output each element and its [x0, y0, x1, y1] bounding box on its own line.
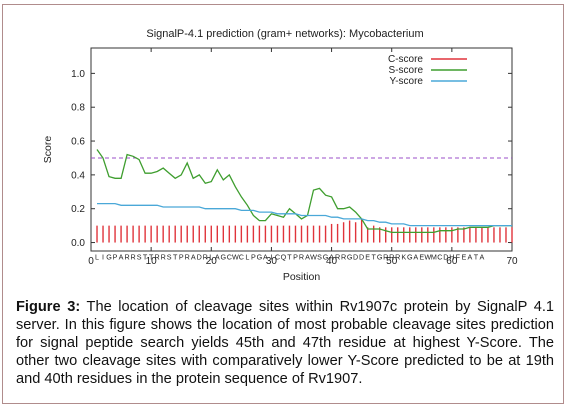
sequence-residue: R — [124, 252, 129, 261]
sequence-residue: G — [221, 252, 227, 261]
sequence-residue: T — [287, 252, 292, 261]
figure-frame: SignalP-4.1 prediction (gram+ networks):… — [2, 4, 564, 404]
sequence-residue: I — [102, 252, 104, 261]
plot-frame — [90, 47, 513, 252]
sequence-residue: H — [449, 252, 454, 261]
sequence-residue: G — [407, 252, 413, 261]
sequence-residue: D — [359, 252, 364, 261]
caption-text: The location of cleavage sites within Rv… — [16, 299, 554, 387]
x-tick-label: 0 — [88, 256, 94, 267]
sequence-residue: R — [203, 252, 208, 261]
sequence-residue: F — [456, 252, 461, 261]
y-tick-label: 0.8 — [71, 103, 85, 114]
sequence-residue: P — [113, 252, 118, 261]
sequence-residue: C — [275, 252, 280, 261]
sequence-residue: C — [239, 252, 244, 261]
sequence-residue: P — [293, 252, 298, 261]
sequence-residue: D — [197, 252, 202, 261]
sequence-residue: R — [161, 252, 166, 261]
y-tick-label: 0.0 — [71, 238, 85, 249]
y-tick-label: 0.4 — [71, 170, 85, 181]
sequence-residue: R — [395, 252, 400, 261]
sequence-residue: R — [335, 252, 340, 261]
s-scoreline — [96, 149, 512, 234]
legend-label: C-score — [388, 54, 423, 65]
sequence-residue: A — [263, 252, 268, 261]
x-tick-label: 70 — [506, 256, 518, 267]
x-tick-label: 30 — [266, 256, 278, 267]
sequence-residue: T — [149, 252, 154, 261]
chart-title: SignalP-4.1 prediction (gram+ networks):… — [146, 28, 423, 40]
sequence-residue: L — [209, 252, 213, 261]
sequence-residue: L — [95, 252, 99, 261]
x-tick-label: 20 — [206, 256, 218, 267]
sequence-residue: G — [347, 252, 353, 261]
sequence-residue: S — [167, 252, 172, 261]
y-tick-label: 0.2 — [71, 204, 85, 215]
sequence-residue: A — [215, 252, 220, 261]
sequence-residue: R — [389, 252, 394, 261]
y-axis-label: Score — [42, 136, 54, 164]
sequence-residue: W — [424, 252, 431, 261]
sequence-residue: A — [480, 252, 485, 261]
legend-label: S-score — [389, 65, 424, 76]
x-tick-label: 40 — [326, 256, 338, 267]
sequence-residue: R — [341, 252, 346, 261]
sequence-residue: D — [353, 252, 358, 261]
caption-label: Figure 3: — [16, 299, 81, 315]
sequence-residue: R — [155, 252, 160, 261]
sequence-residue: D — [443, 252, 448, 261]
sequence-residue: S — [317, 252, 322, 261]
sequence-residue: G — [106, 252, 112, 261]
sequence-residue: P — [251, 252, 256, 261]
sequence-residue: W — [310, 252, 317, 261]
sequence-residue: R — [383, 252, 388, 261]
sequence-residue: R — [130, 252, 135, 261]
sequence-residue: G — [377, 252, 383, 261]
x-tick-label: 60 — [446, 256, 458, 267]
sequence-residue: C — [437, 252, 442, 261]
sequence-residue: L — [245, 252, 249, 261]
sequence-residue: A — [119, 252, 124, 261]
y-scoreline — [97, 202, 512, 227]
sequence-residue: A — [413, 252, 418, 261]
y-tick-label: 0.6 — [71, 137, 85, 148]
x-tick-label: 50 — [386, 256, 398, 267]
sequence-residue: A — [468, 252, 473, 261]
sequence-residue: Q — [281, 252, 287, 261]
sequence-residue: G — [257, 252, 263, 261]
sequence-residue: A — [191, 252, 196, 261]
sequence-residue: E — [461, 252, 466, 261]
sequence-residue: S — [137, 252, 142, 261]
figure-caption: Figure 3: The location of cleavage sites… — [16, 298, 554, 388]
sequence-residue: R — [299, 252, 304, 261]
sequence-residue: T — [474, 252, 479, 261]
sequence-residue: A — [305, 252, 310, 261]
sequence-residue: R — [185, 252, 190, 261]
sequence-residue: M — [431, 252, 437, 261]
sequence-residue: I — [270, 252, 272, 261]
x-axis-label: Position — [283, 271, 321, 283]
sequence-residue: C — [227, 252, 232, 261]
x-tick-label: 10 — [146, 256, 158, 267]
sequence-residue: P — [179, 252, 184, 261]
sequence-residue: T — [371, 252, 376, 261]
sequence-residue: E — [419, 252, 424, 261]
y-tick-label: 1.0 — [71, 69, 85, 80]
sequence-residue: T — [173, 252, 178, 261]
signalp-chart: SignalP-4.1 prediction (gram+ networks):… — [42, 28, 518, 283]
sequence-residue: T — [143, 252, 148, 261]
sequence-residue: G — [323, 252, 329, 261]
sequence-residue: E — [365, 252, 370, 261]
legend-label: Y-score — [389, 76, 423, 87]
sequence-residue: W — [232, 252, 239, 261]
sequence-residue: K — [401, 252, 406, 261]
sequence-residue: A — [329, 252, 334, 261]
